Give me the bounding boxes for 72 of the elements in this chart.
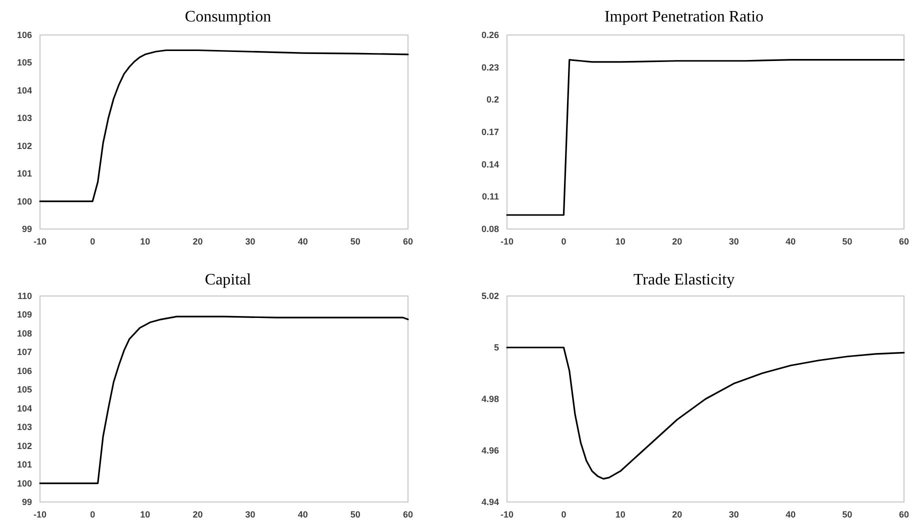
y-tick-label: 4.96: [481, 446, 499, 456]
y-tick-label: 102: [16, 440, 32, 451]
chart-title: Trade Elasticity: [633, 272, 735, 288]
y-tick-label: 104: [16, 403, 32, 414]
x-tick-label: 10: [140, 236, 150, 246]
x-tick-label: 0: [561, 510, 566, 520]
x-tick-label: 20: [192, 236, 203, 246]
y-tick-label: 101: [16, 460, 32, 470]
x-tick-label: 10: [615, 510, 626, 520]
y-tick-label: 5.02: [481, 291, 499, 301]
x-tick-label: 30: [245, 236, 256, 246]
y-tick-label: 106: [16, 30, 32, 40]
y-tick-label: 101: [16, 168, 32, 179]
y-tick-label: 4.94: [481, 497, 499, 507]
y-tick-label: 0.14: [481, 159, 499, 170]
x-tick-label: 50: [842, 236, 852, 246]
y-tick-label: 104: [16, 85, 32, 96]
y-tick-label: 99: [22, 224, 32, 234]
y-tick-label: 4.98: [481, 394, 499, 404]
line-series: [39, 49, 409, 202]
y-tick-label: 0.26: [481, 30, 499, 40]
x-tick-label: 0: [90, 236, 96, 246]
x-tick-label: 60: [402, 510, 414, 520]
y-tick-label: 0.11: [482, 192, 499, 202]
chart-title: Import Penetration Ratio: [604, 8, 764, 26]
x-tick-label: 10: [615, 236, 626, 246]
x-tick-label: 50: [350, 236, 360, 246]
y-tick-label: 5: [494, 342, 499, 352]
x-tick-label: 40: [298, 510, 308, 520]
line-series: [506, 58, 905, 216]
x-tick-label: 40: [786, 236, 796, 246]
y-tick-label: 100: [16, 196, 32, 206]
x-tick-label: -10: [500, 236, 514, 246]
x-tick-label: 0: [561, 236, 566, 246]
x-tick-label: 30: [728, 510, 739, 520]
y-tick-label: 0.17: [481, 127, 499, 137]
x-tick-label: 60: [898, 510, 909, 520]
y-tick-label: 110: [17, 291, 32, 301]
x-tick-label: 60: [402, 236, 414, 246]
x-tick-label: 0: [90, 510, 96, 520]
y-tick-label: 106: [16, 366, 32, 376]
x-tick-label: 40: [786, 510, 796, 520]
y-tick-label: 0.2: [486, 94, 499, 105]
line-series: [506, 346, 905, 480]
y-tick-label: 103: [16, 113, 32, 124]
y-tick-label: 105: [16, 58, 32, 68]
x-tick-label: 60: [898, 236, 909, 246]
x-tick-label: 20: [672, 236, 682, 246]
y-tick-label: 107: [16, 347, 32, 358]
y-tick-label: 99: [22, 497, 32, 507]
x-tick-label: 30: [728, 236, 739, 246]
x-tick-label: 20: [672, 510, 682, 520]
y-tick-label: 103: [16, 422, 32, 432]
x-tick-label: 50: [350, 510, 360, 520]
y-tick-label: 109: [16, 310, 32, 320]
y-tick-label: 108: [16, 328, 32, 338]
chart-title: Consumption: [184, 8, 272, 26]
y-tick-label: 0.08: [481, 224, 499, 234]
x-tick-label: 40: [298, 236, 308, 246]
y-tick-label: 105: [16, 384, 32, 395]
x-tick-label: 30: [245, 510, 256, 520]
x-tick-label: -10: [500, 510, 514, 520]
x-tick-label: -10: [33, 236, 47, 246]
x-tick-label: -10: [33, 510, 47, 520]
y-tick-label: 102: [16, 140, 32, 151]
x-tick-label: 20: [192, 510, 203, 520]
x-tick-label: 10: [140, 510, 150, 520]
x-tick-label: 50: [842, 510, 852, 520]
chart-title: Capital: [204, 272, 252, 288]
line-series: [39, 316, 409, 484]
y-tick-label: 0.23: [481, 62, 499, 72]
y-tick-label: 100: [16, 478, 32, 488]
